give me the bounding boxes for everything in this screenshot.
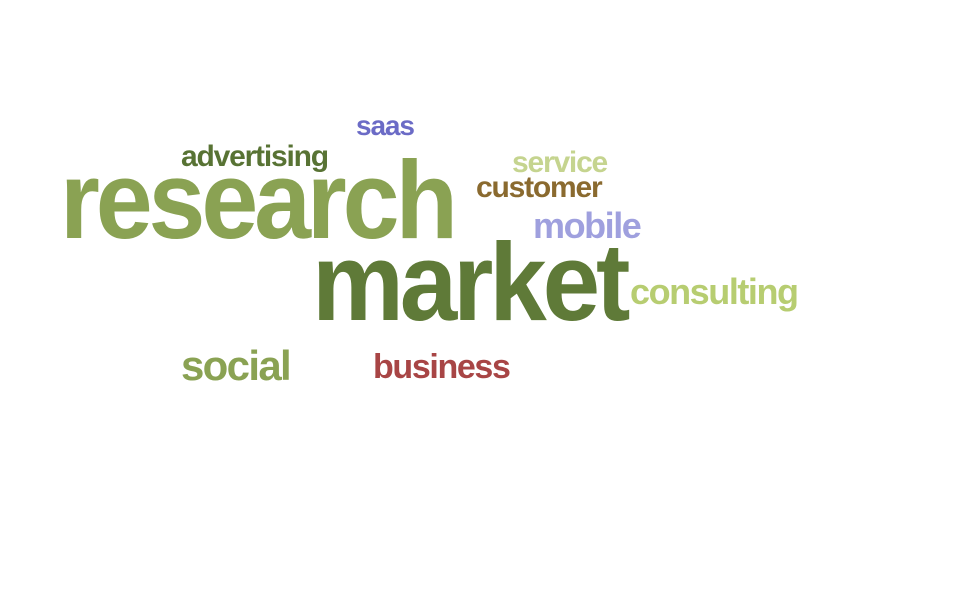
word-advertising: advertising [181, 140, 329, 173]
word-service: service [512, 146, 608, 179]
word-social: social [181, 342, 292, 389]
word-customer: customer [476, 171, 603, 204]
word-consulting: consulting [630, 271, 799, 312]
word-market: market [312, 221, 630, 344]
word-research: research [60, 139, 458, 262]
word-business: business [373, 348, 511, 386]
word-saas: saas [356, 110, 415, 141]
word-mobile: mobile [533, 205, 642, 246]
